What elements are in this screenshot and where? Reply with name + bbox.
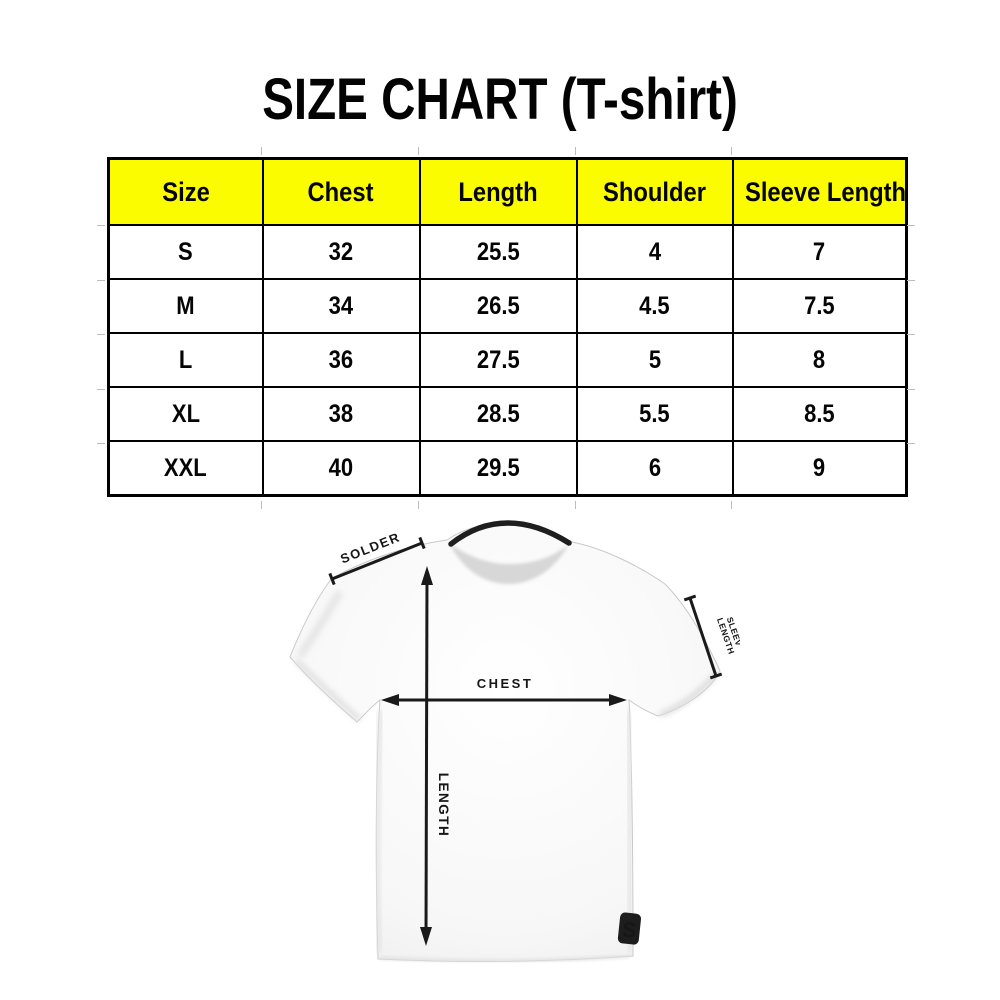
tshirt-body: [289, 522, 721, 962]
column-header-chest: Chest: [261, 157, 421, 226]
table-cell: 5.5: [575, 386, 734, 442]
table-cell: 40: [261, 440, 421, 497]
chest-arrow: [381, 694, 627, 706]
gridline-stub: [97, 225, 105, 226]
brand-logo-letter: S: [621, 918, 637, 942]
sleeve-label: SLEEV LENGTH: [715, 613, 740, 655]
gridline-stub: [97, 334, 105, 335]
gridline-stub: [97, 280, 105, 281]
page-title-text: SIZE CHART (T-shirt): [262, 67, 738, 132]
table-row-xxl: XXL 40 29.5 6 9: [107, 440, 908, 497]
gridline-stub: [907, 389, 915, 390]
gridline-stub: [418, 501, 419, 509]
table-cell: 4: [575, 224, 734, 280]
table-cell: L: [107, 332, 264, 388]
table-cell: 7: [731, 224, 908, 280]
gridline-stub: [907, 280, 915, 281]
table-cell: M: [107, 278, 264, 334]
table-cell: 9: [731, 440, 908, 497]
sleeve-arrow: [683, 594, 723, 680]
table-row-xl: XL 38 28.5 5.5 8.5: [107, 386, 908, 442]
gridline-stub: [907, 334, 915, 335]
table-cell: 38: [261, 386, 421, 442]
column-header-size: Size: [107, 157, 264, 226]
table-cell: 8.5: [731, 386, 908, 442]
shading-left-underarm: [294, 658, 362, 722]
shoulder-arrow: [328, 536, 426, 586]
gridline-stub: [261, 501, 262, 509]
gridline-stub: [907, 225, 915, 226]
length-label: LENGTH: [436, 773, 451, 838]
gridline-stub: [575, 501, 576, 509]
column-header-length: Length: [418, 157, 578, 226]
table-cell: 32: [261, 224, 421, 280]
shading-left-seam: [374, 709, 384, 953]
page-title: SIZE CHART (T-shirt): [0, 66, 1000, 133]
table-cell: 34: [261, 278, 421, 334]
gridline-stub: [731, 501, 732, 509]
gridline-stub: [575, 147, 576, 155]
table-cell: 4.5: [575, 278, 734, 334]
table-row-m: M 34 26.5 4.5 7.5: [107, 278, 908, 334]
gridline-stub: [731, 147, 732, 155]
neck-shading: [449, 543, 569, 584]
table-cell: S: [107, 224, 264, 280]
table-cell: 7.5: [731, 278, 908, 334]
table-cell: 5: [575, 332, 734, 388]
table-cell: 28.5: [418, 386, 578, 442]
collar-band: [448, 520, 572, 547]
table-cell: 25.5: [418, 224, 578, 280]
table-row-l: L 36 27.5 5 8: [107, 332, 908, 388]
header-row: Size Chest Length Shoulder Sleeve Length: [107, 157, 908, 226]
size-table: Size Chest Length Shoulder Sleeve Length…: [107, 157, 908, 497]
gridline-stub: [97, 389, 105, 390]
gridline-stub: [261, 147, 262, 155]
column-header-sleeve-length: Sleeve Length: [731, 157, 908, 226]
table-cell: 29.5: [418, 440, 578, 497]
brand-logo: S: [617, 912, 642, 945]
tshirt-diagram: LENGTH CHEST SOLDER SLEEV LENGTH S: [289, 520, 740, 963]
gridline-stub: [418, 147, 419, 155]
table-cell: XXL: [107, 440, 264, 497]
table-row-s: S 32 25.5 4 7: [107, 224, 908, 280]
table-cell: XL: [107, 386, 264, 442]
chest-label: CHEST: [477, 676, 534, 691]
table-cell: 26.5: [418, 278, 578, 334]
length-arrow: [420, 566, 433, 946]
shading-left-sleeve: [296, 589, 344, 659]
table-cell: 8: [731, 332, 908, 388]
table-cell: 6: [575, 440, 734, 497]
table-cell: 27.5: [418, 332, 578, 388]
table-cell: 36: [261, 332, 421, 388]
shading-hem: [379, 954, 631, 963]
gridline-stub: [97, 443, 105, 444]
gridline-stub: [907, 443, 915, 444]
column-header-shoulder: Shoulder: [575, 157, 734, 226]
